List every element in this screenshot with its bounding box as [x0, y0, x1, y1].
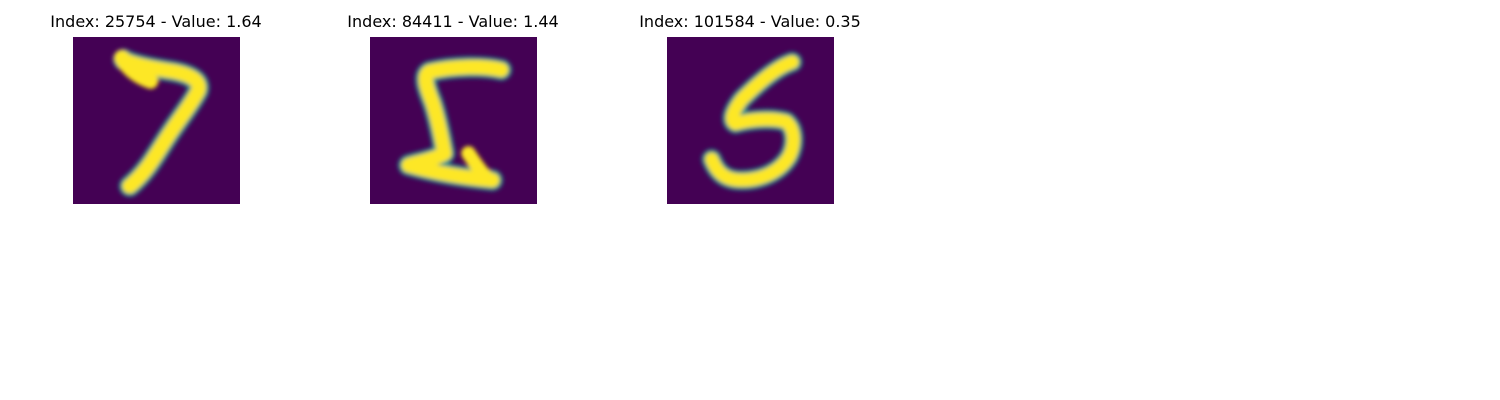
digit-seven-image — [73, 37, 240, 204]
digit-five-image-2 — [667, 37, 834, 204]
panel-title: Index: 101584 - Value: 0.35 — [639, 12, 861, 31]
digit-image-3 — [667, 37, 834, 204]
image-panel-3: Index: 101584 - Value: 0.35 — [620, 0, 880, 210]
digit-five-image-1 — [370, 37, 537, 204]
digit-image-1 — [73, 37, 240, 204]
image-panel-2: Index: 84411 - Value: 1.44 — [323, 0, 583, 210]
panel-title: Index: 25754 - Value: 1.64 — [50, 12, 262, 31]
panel-title: Index: 84411 - Value: 1.44 — [347, 12, 559, 31]
digit-image-2 — [370, 37, 537, 204]
image-panel-1: Index: 25754 - Value: 1.64 — [26, 0, 286, 210]
